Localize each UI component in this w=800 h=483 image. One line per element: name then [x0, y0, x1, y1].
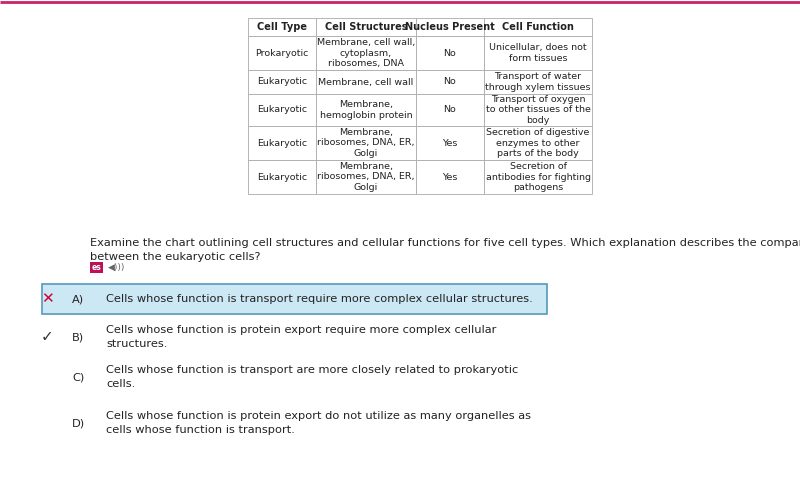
Bar — [484, 36, 592, 70]
Text: Cells whose function is transport are more closely related to prokaryotic
cells.: Cells whose function is transport are mo… — [106, 366, 518, 389]
Text: Eukaryotic: Eukaryotic — [257, 105, 307, 114]
Bar — [248, 70, 316, 94]
Bar — [416, 126, 484, 160]
Bar — [316, 70, 416, 94]
Bar — [90, 262, 103, 273]
Text: Eukaryotic: Eukaryotic — [257, 77, 307, 86]
Bar — [248, 36, 316, 70]
Text: Membrane,
ribosomes, DNA, ER,
Golgi: Membrane, ribosomes, DNA, ER, Golgi — [318, 162, 414, 192]
Text: C): C) — [72, 372, 84, 382]
Text: es: es — [92, 263, 102, 272]
Text: Membrane, cell wall,
cytoplasm,
ribosomes, DNA: Membrane, cell wall, cytoplasm, ribosome… — [317, 38, 415, 68]
Bar — [484, 160, 592, 194]
Text: No: No — [444, 105, 456, 114]
Bar — [416, 18, 484, 36]
Text: Prokaryotic: Prokaryotic — [255, 48, 309, 57]
Bar — [316, 18, 416, 36]
Bar — [316, 94, 416, 126]
Text: Cell Structures: Cell Structures — [325, 22, 407, 32]
Text: No: No — [444, 48, 456, 57]
Text: D): D) — [72, 418, 85, 428]
Text: ✓: ✓ — [41, 329, 54, 344]
Text: Transport of water
through xylem tissues: Transport of water through xylem tissues — [486, 72, 590, 92]
Text: No: No — [444, 77, 456, 86]
Bar — [416, 36, 484, 70]
Bar — [416, 70, 484, 94]
Bar — [316, 36, 416, 70]
Text: Unicellular, does not
form tissues: Unicellular, does not form tissues — [489, 43, 587, 63]
Text: Cells whose function is protein export do not utilize as many organelles as
cell: Cells whose function is protein export d… — [106, 412, 531, 435]
Bar — [416, 160, 484, 194]
Text: Yes: Yes — [442, 139, 458, 147]
Text: Nucleus Present: Nucleus Present — [405, 22, 495, 32]
Text: ◀))): ◀))) — [108, 262, 126, 271]
Bar — [248, 94, 316, 126]
Bar — [416, 94, 484, 126]
Text: Cell Type: Cell Type — [257, 22, 307, 32]
Text: Cells whose function is protein export require more complex cellular
structures.: Cells whose function is protein export r… — [106, 326, 496, 349]
Bar — [248, 160, 316, 194]
Bar — [484, 126, 592, 160]
Text: A): A) — [72, 294, 84, 304]
Text: Membrane, cell wall: Membrane, cell wall — [318, 77, 414, 86]
Bar — [484, 18, 592, 36]
Text: Transport of oxygen
to other tissues of the
body: Transport of oxygen to other tissues of … — [486, 95, 590, 125]
Text: B): B) — [72, 332, 84, 342]
Text: Cell Function: Cell Function — [502, 22, 574, 32]
Text: ✕: ✕ — [41, 292, 54, 307]
Bar — [42, 284, 547, 314]
Bar — [484, 70, 592, 94]
Text: Membrane,
ribosomes, DNA, ER,
Golgi: Membrane, ribosomes, DNA, ER, Golgi — [318, 128, 414, 158]
Text: Membrane,
hemoglobin protein: Membrane, hemoglobin protein — [320, 100, 412, 120]
Bar — [316, 126, 416, 160]
Bar — [248, 18, 316, 36]
Bar — [316, 160, 416, 194]
Bar — [248, 126, 316, 160]
Text: Eukaryotic: Eukaryotic — [257, 172, 307, 182]
Bar — [484, 94, 592, 126]
Text: Yes: Yes — [442, 172, 458, 182]
Text: Cells whose function is transport require more complex cellular structures.: Cells whose function is transport requir… — [106, 294, 533, 304]
Text: Secretion of digestive
enzymes to other
parts of the body: Secretion of digestive enzymes to other … — [486, 128, 590, 158]
Text: Examine the chart outlining cell structures and cellular functions for five cell: Examine the chart outlining cell structu… — [90, 238, 800, 262]
Text: Eukaryotic: Eukaryotic — [257, 139, 307, 147]
Text: Secretion of
antibodies for fighting
pathogens: Secretion of antibodies for fighting pat… — [486, 162, 590, 192]
